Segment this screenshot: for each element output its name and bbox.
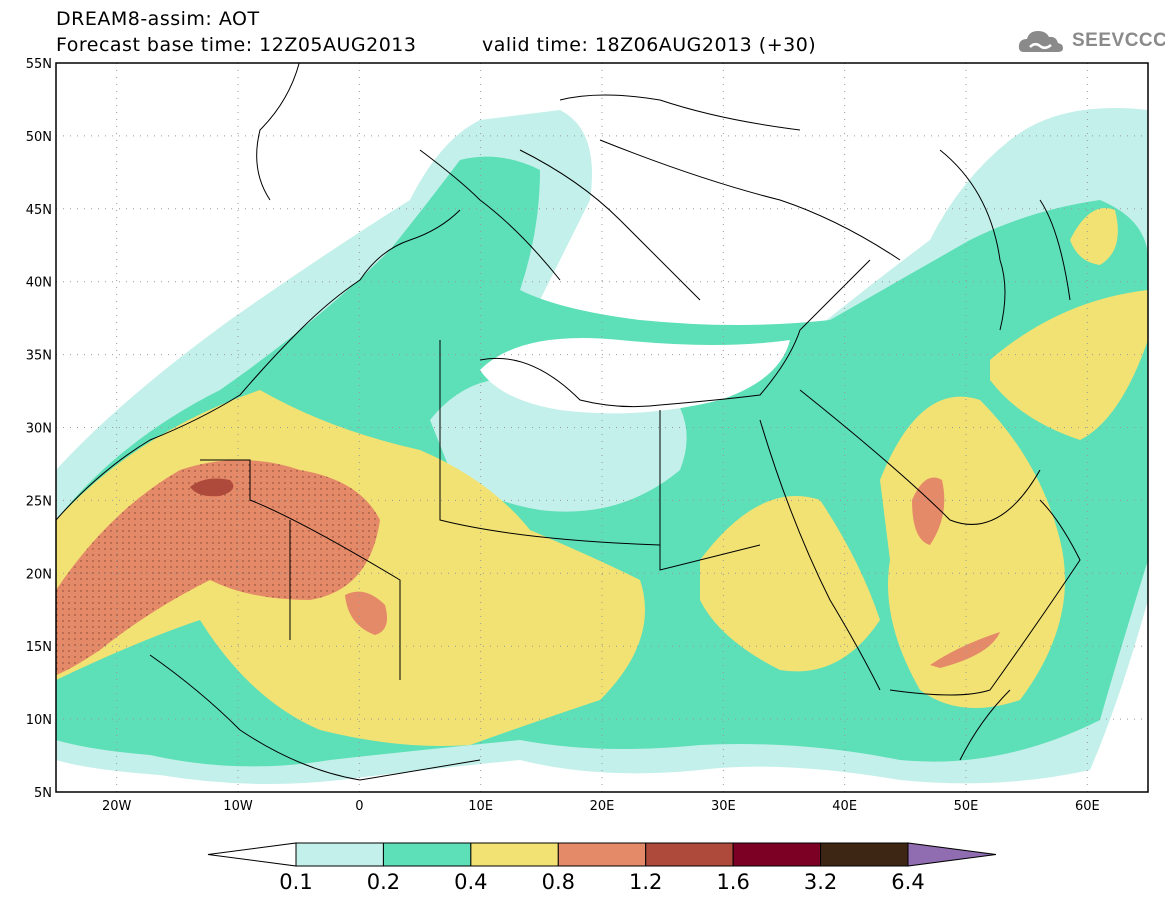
- colorbar-tick-label: 0.4: [454, 870, 488, 894]
- lat-label: 50N: [26, 130, 52, 145]
- lat-label: 5N: [34, 786, 52, 801]
- lon-label: 20E: [590, 799, 615, 814]
- colorbar-tick-label: 0.2: [366, 870, 401, 894]
- colorbar-segment: [295, 842, 384, 867]
- colorbar-segment: [557, 842, 647, 867]
- lat-label: 40N: [26, 276, 52, 291]
- lon-label: 50E: [954, 799, 979, 814]
- lon-label: 10E: [468, 799, 493, 814]
- cloud-icon: [1018, 31, 1063, 52]
- lon-label: 30E: [711, 799, 736, 814]
- colorbar-segment: [382, 842, 472, 867]
- forecast-base-time: Forecast base time: 12Z05AUG2013: [56, 34, 417, 56]
- logo-text: SEEVCCC: [1072, 30, 1165, 51]
- lat-label: 10N: [26, 713, 52, 728]
- lat-label: 45N: [26, 203, 52, 218]
- colorbar-over-arrow: [907, 842, 997, 867]
- lon-label: 40E: [832, 799, 857, 814]
- colorbar-segment: [470, 842, 559, 867]
- colorbar-tick-label: 1.2: [629, 870, 663, 894]
- colorbar-segment: [732, 842, 822, 867]
- colorbar-tick-label: 0.8: [541, 870, 575, 894]
- colorbar-segment: [820, 842, 909, 867]
- latitude-labels: 55N 50N 45N 40N 35N 30N 25N 20N 15N 10N 5N: [26, 57, 52, 801]
- lon-label: 60E: [1075, 799, 1100, 814]
- lon-label: 20W: [102, 799, 132, 814]
- colorbar-tick-label: 1.6: [716, 870, 750, 894]
- lat-label: 35N: [26, 349, 52, 364]
- colorbar-under-arrow: [207, 842, 297, 867]
- lat-label: 30N: [26, 422, 52, 437]
- coastlines: [56, 63, 1081, 781]
- lat-label: 20N: [26, 567, 52, 582]
- lon-label: 0: [355, 799, 363, 814]
- lat-label: 25N: [26, 494, 52, 509]
- valid-time: valid time: 18Z06AUG2013 (+30): [482, 34, 817, 56]
- lat-label: 15N: [26, 640, 52, 655]
- longitude-labels: 20W 10W 0 10E 20E 30E 40E 50E 60E: [102, 799, 1100, 814]
- lat-label: 55N: [26, 57, 52, 72]
- aot-fields: [56, 108, 1148, 784]
- colorbar-tick-label: 0.1: [279, 870, 313, 894]
- colorbar-tick-label: 3.2: [803, 870, 838, 894]
- aot-level-1.2: [190, 478, 234, 497]
- colorbar: [207, 842, 997, 867]
- lon-label: 10W: [223, 799, 253, 814]
- map-frame: [55, 62, 1149, 793]
- map-title: DREAM8-assim: AOT: [56, 8, 260, 30]
- graticule: [56, 63, 1148, 792]
- colorbar-tick-label: 6.4: [891, 870, 925, 894]
- colorbar-segment: [645, 842, 734, 867]
